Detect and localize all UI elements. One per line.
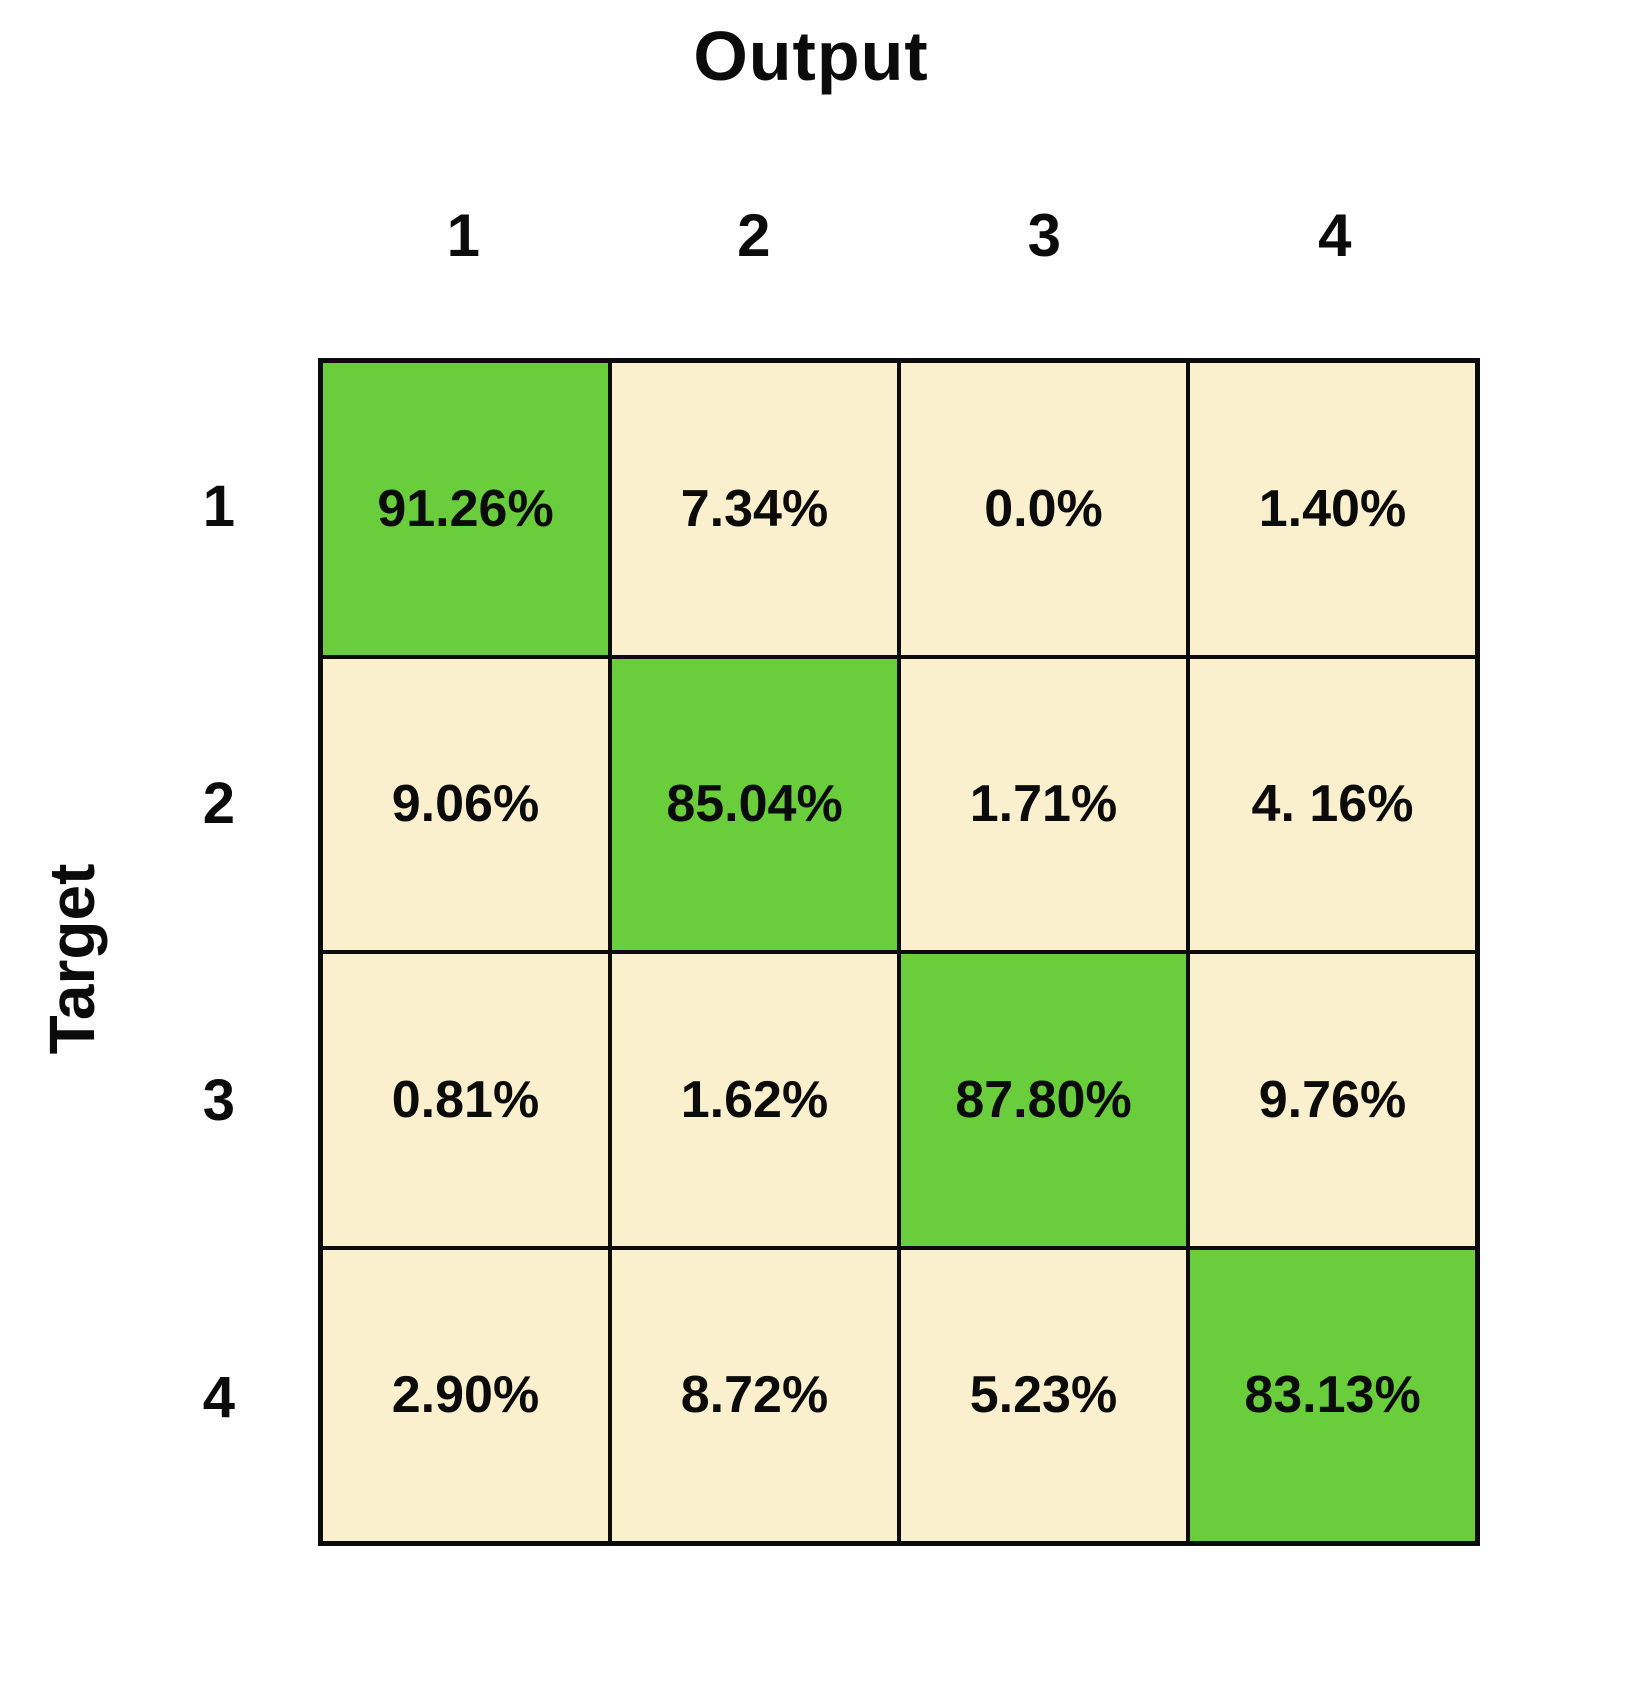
x-axis-title: Output bbox=[693, 17, 929, 95]
matrix-cell-r1c2: 7.34% bbox=[610, 361, 899, 657]
matrix-cell-r1c1: 91.26% bbox=[321, 361, 610, 657]
matrix-cell-r2c4: 4. 16% bbox=[1188, 656, 1477, 952]
column-headers: 1 2 3 4 bbox=[318, 198, 1480, 272]
matrix-cell-r2c1: 9.06% bbox=[321, 656, 610, 952]
column-header-3: 3 bbox=[1027, 201, 1061, 269]
row-label-3: 3 bbox=[202, 1068, 235, 1133]
row-labels: 1 2 3 4 bbox=[100, 358, 280, 1546]
matrix-cell-r4c2: 8.72% bbox=[610, 1247, 899, 1543]
matrix-cell-r3c1: 0.81% bbox=[321, 952, 610, 1248]
confusion-matrix-grid: 91.26% 7.34% 0.0% 1.40% 9.06% 85.04% 1.7… bbox=[318, 358, 1480, 1546]
matrix-cell-r4c1: 2.90% bbox=[321, 1247, 610, 1543]
column-header-4: 4 bbox=[1318, 201, 1352, 269]
matrix-cell-r3c2: 1.62% bbox=[610, 952, 899, 1248]
matrix-cell-r4c3: 5.23% bbox=[899, 1247, 1188, 1543]
row-label-1: 1 bbox=[202, 474, 235, 539]
matrix-cell-r1c3: 0.0% bbox=[899, 361, 1188, 657]
row-label-4: 4 bbox=[202, 1365, 235, 1430]
row-label-2: 2 bbox=[202, 771, 235, 836]
matrix-cell-r3c3: 87.80% bbox=[899, 952, 1188, 1248]
matrix-cell-r2c3: 1.71% bbox=[899, 656, 1188, 952]
column-header-1: 1 bbox=[446, 201, 480, 269]
matrix-cell-r3c4: 9.76% bbox=[1188, 952, 1477, 1248]
matrix-cell-r4c4: 83.13% bbox=[1188, 1247, 1477, 1543]
column-header-2: 2 bbox=[737, 201, 771, 269]
matrix-cell-r2c2: 85.04% bbox=[610, 656, 899, 952]
matrix-cell-r1c4: 1.40% bbox=[1188, 361, 1477, 657]
y-axis-title: Target bbox=[36, 863, 108, 1055]
